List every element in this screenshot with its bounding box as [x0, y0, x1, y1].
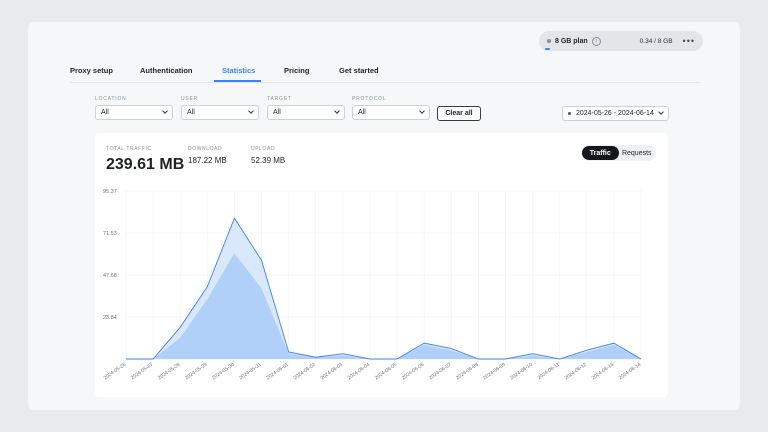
filter-target-label: TARGET [267, 96, 292, 102]
tab-statistics[interactable]: Statistics [222, 66, 256, 75]
filter-user-label: USER [181, 96, 199, 102]
x-tick-label: 2024-06-01 [265, 362, 290, 382]
more-icon[interactable]: ••• [682, 35, 695, 46]
calendar-icon [568, 112, 571, 115]
y-tick-label: 95.37 [103, 189, 117, 195]
y-tick-label: 23.84 [103, 315, 117, 321]
x-tick-label: 2024-05-27 [130, 362, 155, 382]
x-tick-label: 2024-06-12 [564, 362, 589, 382]
chevron-down-icon [419, 108, 425, 114]
plan-usage: 0.34 / 8 GB [639, 37, 673, 45]
plan-pill[interactable]: 8 GB plan i 0.34 / 8 GB ••• [539, 31, 703, 51]
x-tick-label: 2024-05-31 [238, 362, 263, 382]
date-range-value: 2024-05-26 - 2024-06-14 [576, 110, 654, 117]
total-traffic-stat: TOTAL TRAFFIC 239.61 MB [106, 146, 184, 174]
location-select[interactable]: All [95, 105, 173, 120]
tab-get-started[interactable]: Get started [339, 66, 379, 75]
filter-target: TARGET All [267, 96, 345, 120]
clear-all-button[interactable]: Clear all [437, 106, 481, 121]
filter-location: LOCATION All [95, 96, 173, 120]
x-tick-label: 2024-06-02 [292, 362, 317, 382]
chevron-down-icon [162, 108, 168, 114]
info-icon[interactable]: i [591, 36, 601, 46]
chevron-down-icon [334, 108, 340, 114]
tab-authentication[interactable]: Authentication [140, 66, 193, 75]
chevron-down-icon [658, 109, 664, 115]
x-tick-label: 2024-06-03 [320, 362, 345, 382]
date-range-picker[interactable]: 2024-05-26 - 2024-06-14 [562, 106, 669, 121]
tab-proxy-setup[interactable]: Proxy setup [70, 66, 113, 75]
x-tick-label: 2024-06-06 [401, 362, 426, 382]
upload-value: 52.39 MB [251, 156, 286, 165]
x-tick-label: 2024-06-10 [509, 362, 534, 382]
x-tick-label: 2024-06-13 [591, 362, 616, 382]
y-tick-label: 47.68 [103, 273, 117, 279]
x-tick-label: 2024-05-30 [211, 362, 236, 382]
upload-stat: UPLOAD 52.39 MB [251, 146, 285, 165]
target-select[interactable]: All [267, 105, 345, 120]
user-select[interactable]: All [181, 105, 259, 120]
x-tick-label: 2024-06-05 [374, 362, 399, 382]
main-tabs: Proxy setup Authentication Statistics Pr… [70, 66, 700, 83]
download-value: 187.22 MB [188, 156, 227, 165]
x-tick-label: 2024-06-11 [537, 362, 561, 381]
traffic-chart: 95.37 71.53 47.68 23.84 2024-05-26 2024-05-27… [103, 189, 643, 382]
download-stat: DOWNLOAD 187.22 MB [188, 146, 227, 165]
chevron-down-icon [248, 108, 254, 114]
x-tick-label: 2024-06-07 [428, 362, 453, 382]
series-line [126, 217, 642, 360]
x-tick-label: 2024-05-28 [157, 362, 182, 382]
traffic-toggle-button[interactable]: Traffic [582, 146, 619, 160]
filter-location-label: LOCATION [95, 96, 127, 102]
x-tick-label: 2024-06-04 [347, 362, 372, 382]
total-traffic-label: TOTAL TRAFFIC [106, 146, 152, 152]
filter-user: USER All [181, 96, 259, 120]
protocol-value: All [358, 109, 366, 116]
metric-toggle: Traffic Requests [581, 145, 656, 161]
total-traffic-value: 239.61 MB [106, 156, 185, 173]
statistics-card: TOTAL TRAFFIC 239.61 MB DOWNLOAD 187.22 … [95, 133, 668, 397]
target-value: All [273, 109, 281, 116]
upload-label: UPLOAD [251, 146, 276, 152]
x-tick-label: 2024-06-14 [618, 362, 643, 382]
download-label: DOWNLOAD [188, 146, 223, 152]
x-tick-label: 2024-05-26 [103, 362, 128, 382]
plan-name: 8 GB plan [555, 37, 588, 45]
y-tick-label: 71.53 [103, 231, 117, 237]
location-value: All [101, 109, 109, 116]
active-tab-indicator [214, 80, 261, 82]
status-dot [547, 39, 551, 43]
filter-protocol: PROTOCOL All [352, 96, 430, 120]
protocol-select[interactable]: All [352, 105, 430, 120]
series-area-2 [126, 253, 641, 359]
user-value: All [187, 109, 195, 116]
x-tick-label: 2024-05-29 [184, 362, 209, 382]
requests-toggle-button[interactable]: Requests [621, 149, 652, 157]
x-tick-label: 2024-06-09 [482, 362, 507, 382]
plan-usage-bar [545, 48, 550, 50]
filter-protocol-label: PROTOCOL [352, 96, 387, 102]
tab-pricing[interactable]: Pricing [284, 66, 310, 75]
x-tick-label: 2024-06-08 [455, 362, 480, 382]
